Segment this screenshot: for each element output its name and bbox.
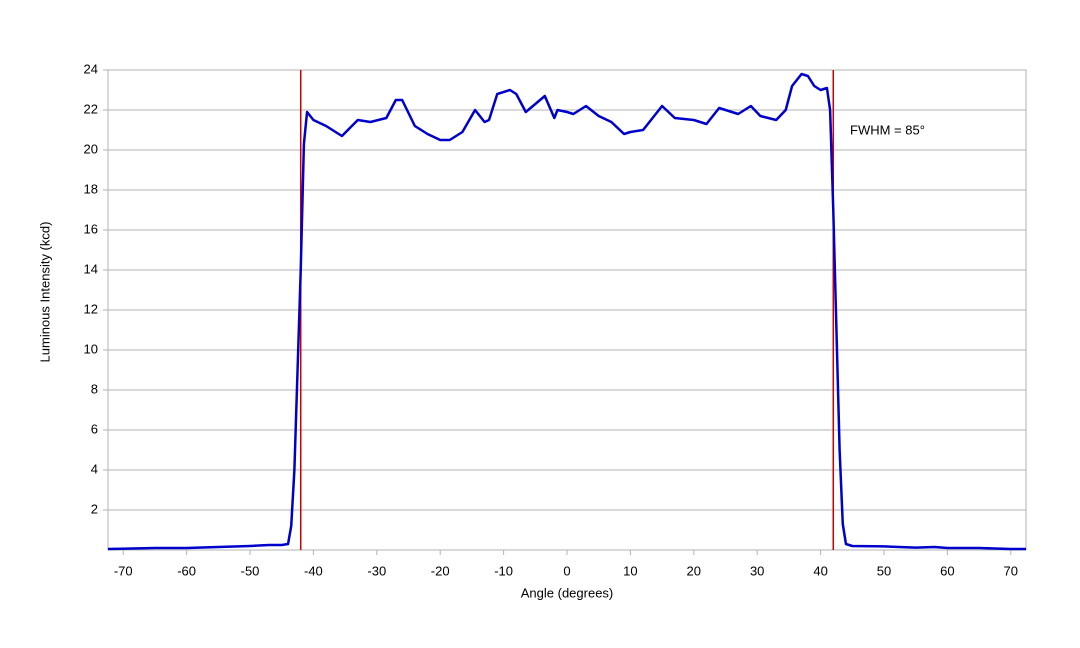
x-tick-label: 30 [750, 563, 764, 578]
y-tick-label: 10 [84, 341, 98, 356]
y-tick-label: 24 [84, 61, 98, 76]
x-tick-label: 0 [563, 563, 570, 578]
x-tick-label: -20 [431, 563, 450, 578]
x-axis-label: Angle (degrees) [521, 585, 614, 600]
x-tick-label: 20 [687, 563, 701, 578]
x-tick-label: 60 [940, 563, 954, 578]
x-tick-label: -40 [304, 563, 323, 578]
x-tick-label: -10 [494, 563, 513, 578]
y-tick-label: 6 [91, 421, 98, 436]
y-tick-label: 8 [91, 381, 98, 396]
y-tick-label: 12 [84, 301, 98, 316]
x-tick-label: 70 [1004, 563, 1018, 578]
y-tick-label: 4 [91, 461, 98, 476]
annotation: FWHM = 85° [850, 122, 925, 137]
x-tick-label: -30 [367, 563, 386, 578]
y-tick-label: 2 [91, 501, 98, 516]
y-tick-label: 16 [84, 221, 98, 236]
x-tick-label: -70 [114, 563, 133, 578]
x-tick-label: 40 [813, 563, 827, 578]
data-line [107, 72, 1026, 551]
x-tick-label: -50 [241, 563, 260, 578]
x-tick-label: 10 [623, 563, 637, 578]
y-tick-label: 18 [84, 181, 98, 196]
x-tick-label: 50 [877, 563, 891, 578]
y-tick-label: 14 [84, 261, 98, 276]
y-tick-label: 20 [84, 141, 98, 156]
x-tick-label: -60 [177, 563, 196, 578]
y-tick-label: 22 [84, 101, 98, 116]
y-axis-label: Luminous Intensity (kcd) [37, 222, 52, 363]
